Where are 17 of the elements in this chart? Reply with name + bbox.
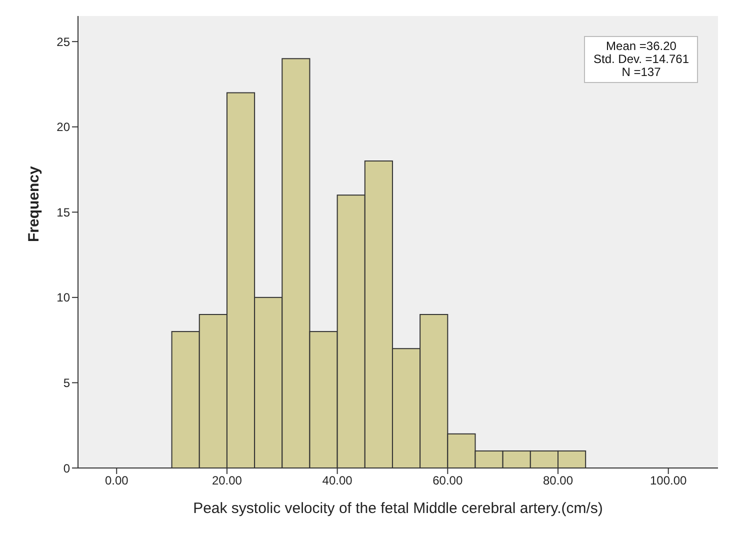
y-tick-label: 20 xyxy=(56,120,70,134)
x-tick-label: 40.00 xyxy=(322,474,353,488)
y-tick-label: 15 xyxy=(56,205,70,220)
x-tick-label: 80.00 xyxy=(542,474,574,488)
y-tick-label: 0 xyxy=(63,461,70,476)
x-axis-title: Peak systolic velocity of the fetal Middle cerebral artery.(cm/s) xyxy=(193,500,603,517)
y-tick-label: 5 xyxy=(63,376,70,390)
annotation: Std. Dev. =14.761 xyxy=(593,52,689,66)
annotation: Mean =36.20 xyxy=(605,39,678,53)
y-tick-label: 25 xyxy=(56,34,70,49)
x-tick-label: 100.00 xyxy=(650,474,688,488)
x-tick-label: 0.00 xyxy=(104,474,129,488)
x-tick-label: 60.00 xyxy=(432,474,463,488)
annotation: N =137 xyxy=(620,65,662,79)
y-axis-title: Frequency xyxy=(25,165,42,242)
x-tick-label: 20.00 xyxy=(212,474,242,488)
y-tick-label: 10 xyxy=(56,290,70,305)
